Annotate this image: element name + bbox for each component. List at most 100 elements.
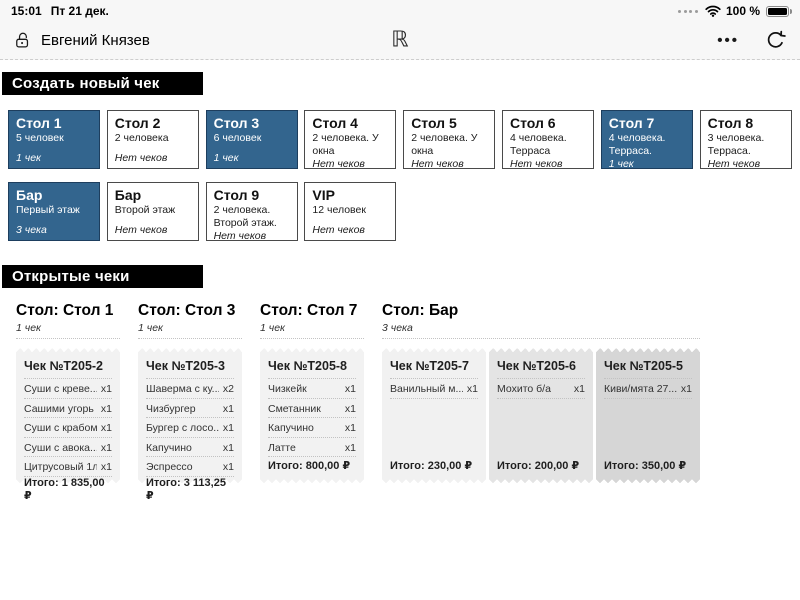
item-name: Сашими угорь [24, 402, 94, 415]
table-name: Стол 7 [608, 115, 655, 131]
column-receipts: Чек №T205-8 Чизкейк x1 Сметанник x1 Капу… [260, 348, 364, 483]
table-name: Бар [114, 187, 142, 203]
column-check-count: 1 чек [138, 322, 163, 334]
column-title: Стол: Бар [382, 302, 459, 319]
item-qty: x1 [466, 383, 478, 395]
table-card[interactable]: Бар Второй этаж Нет чеков [106, 182, 199, 241]
top-bar: 15:01 Пт 21 дек. 100 % [0, 0, 800, 60]
item-name: Мохито б/а [497, 383, 551, 395]
check-card[interactable]: Чек №T205-5 Киви/мята 27... x1 Итого: 35… [596, 348, 700, 483]
clock: 15:01 [11, 4, 42, 18]
table-card[interactable]: Стол 3 6 человек 1 чек [205, 110, 298, 169]
table-name: Стол 6 [509, 115, 556, 131]
check-total: Итого: 1 835,00 ₽ [24, 476, 105, 502]
table-card[interactable]: VIP 12 человек Нет чеков [304, 182, 397, 241]
check-card[interactable]: Чек №T205-7 Ванильный м... x1 Итого: 230… [382, 348, 486, 483]
check-item: Латте x1 [268, 438, 356, 457]
check-item: Эспрессо x1 [146, 457, 234, 477]
item-qty: x1 [344, 402, 356, 415]
item-name: Шаверма с ку... [146, 383, 219, 395]
item-qty: x1 [222, 441, 234, 454]
column-check-count: 1 чек [260, 322, 285, 334]
check-item: Сметанник x1 [268, 399, 356, 418]
check-card[interactable]: Чек №T205-6 Мохито б/а x1 Итого: 200,00 … [489, 348, 593, 483]
table-name: VIP [312, 187, 335, 203]
table-checks-status: Нет чеков [707, 157, 761, 170]
column-header: Стол: Стол 7 1 чек [260, 302, 364, 339]
table-checks-status: Нет чеков [509, 157, 563, 170]
nav-bar: Евгений Князев ℝ ••• [0, 22, 800, 59]
check-item: Бургер с лосо... x1 [146, 418, 234, 438]
column-check-count: 3 чека [382, 322, 413, 334]
table-description: 2 человека. Второй этаж. [213, 204, 277, 229]
item-qty: x1 [100, 402, 112, 415]
item-qty: x1 [100, 441, 112, 454]
check-card[interactable]: Чек №T205-8 Чизкейк x1 Сметанник x1 Капу… [260, 348, 364, 483]
check-item: Цитрусовый 1л x1 [24, 457, 112, 477]
item-qty: x1 [100, 383, 112, 395]
check-item: Чизкейк x1 [268, 379, 356, 399]
table-checks-status: Нет чеков [411, 157, 464, 170]
receipt-zigzag-top [596, 348, 700, 352]
check-card[interactable]: Чек №T205-3 Шаверма с ку... x2 Чизбургер… [138, 348, 242, 502]
table-description: 2 человека. У окна [312, 132, 379, 157]
receipt-zigzag-top [16, 348, 120, 352]
table-description: Первый этаж [16, 204, 80, 217]
item-qty: x1 [680, 383, 692, 395]
more-icon[interactable]: ••• [717, 32, 739, 49]
app-root: 15:01 Пт 21 дек. 100 % [0, 0, 800, 502]
app-logo: ℝ [391, 27, 409, 52]
column-header: Стол: Стол 1 1 чек [16, 302, 120, 339]
item-qty: x1 [222, 461, 234, 473]
check-item: Сашими угорь x1 [24, 399, 112, 418]
open-checks-column: Стол: Бар 3 чека Чек №T205-7 Ванильный м… [382, 302, 700, 483]
table-card[interactable]: Стол 5 2 человека. У окна Нет чеков [403, 110, 496, 170]
check-item: Чизбургер x1 [146, 399, 234, 418]
receipt-body: Чек №T205-2 Суши с креве... x1 Сашими уг… [16, 352, 120, 502]
check-total: Итого: 200,00 ₽ [497, 460, 580, 472]
table-description: 2 человека. У окна [411, 132, 478, 157]
refresh-icon[interactable] [765, 30, 786, 51]
tables-row-2: Бар Первый этаж 3 чека Бар Второй этаж Н… [8, 182, 792, 242]
receipt-zigzag-top [382, 348, 486, 352]
item-name: Цитрусовый 1л [24, 461, 97, 473]
table-name: Стол 8 [707, 115, 754, 131]
column-header: Стол: Бар 3 чека [382, 302, 700, 339]
table-card[interactable]: Стол 6 4 человека. Терраса Нет чеков [501, 110, 594, 170]
item-qty: x1 [344, 383, 356, 395]
table-name: Стол 9 [213, 187, 260, 203]
column-receipts: Чек №T205-3 Шаверма с ку... x2 Чизбургер… [138, 348, 242, 502]
table-card[interactable]: Стол 2 2 человека Нет чеков [106, 110, 199, 169]
check-item: Капучино x1 [268, 418, 356, 438]
table-card[interactable]: Стол 8 3 человека. Терраса. Нет чеков [699, 110, 792, 170]
check-number: Чек №T205-7 [390, 356, 478, 379]
check-card[interactable]: Чек №T205-2 Суши с креве... x1 Сашими уг… [16, 348, 120, 502]
table-card[interactable]: Стол 7 4 человека. Терраса. 1 чек [600, 110, 693, 170]
item-name: Чизкейк [268, 383, 307, 395]
table-description: 3 человека. Терраса. [707, 132, 765, 157]
receipt-body: Чек №T205-5 Киви/мята 27... x1 Итого: 35… [596, 352, 700, 479]
open-checks-area: Стол: Стол 1 1 чек Чек №T205-2 Суши с кр… [8, 302, 792, 502]
table-card[interactable]: Бар Первый этаж 3 чека [8, 182, 100, 241]
lock-open-icon [14, 31, 33, 50]
check-items: Киви/мята 27... x1 [604, 379, 692, 399]
status-bar: 15:01 Пт 21 дек. 100 % [0, 0, 800, 22]
receipt-zigzag-bottom [596, 479, 700, 483]
column-title: Стол: Стол 3 [138, 302, 236, 319]
check-number: Чек №T205-8 [268, 356, 356, 379]
check-number: Чек №T205-3 [146, 356, 234, 379]
tables-row-1: Стол 1 5 человек 1 чек Стол 2 2 человека… [8, 110, 792, 170]
main-content: Создать новый чек Стол 1 5 человек 1 чек… [0, 72, 800, 502]
item-name: Эспрессо [146, 461, 193, 473]
item-name: Капучино [268, 422, 314, 434]
check-number: Чек №T205-6 [497, 356, 585, 379]
table-description: 4 человека. Терраса [509, 132, 567, 157]
table-checks-status: 1 чек [16, 152, 41, 164]
table-card[interactable]: Стол 9 2 человека. Второй этаж. Нет чеко… [205, 182, 298, 242]
table-card[interactable]: Стол 1 5 человек 1 чек [8, 110, 100, 169]
check-items: Шаверма с ку... x2 Чизбургер x1 Бургер с… [146, 379, 234, 477]
item-name: Суши с авока... [24, 441, 97, 454]
table-description: 4 человека. Терраса. [608, 132, 666, 157]
item-name: Капучино [146, 441, 192, 454]
table-card[interactable]: Стол 4 2 человека. У окна Нет чеков [304, 110, 397, 170]
